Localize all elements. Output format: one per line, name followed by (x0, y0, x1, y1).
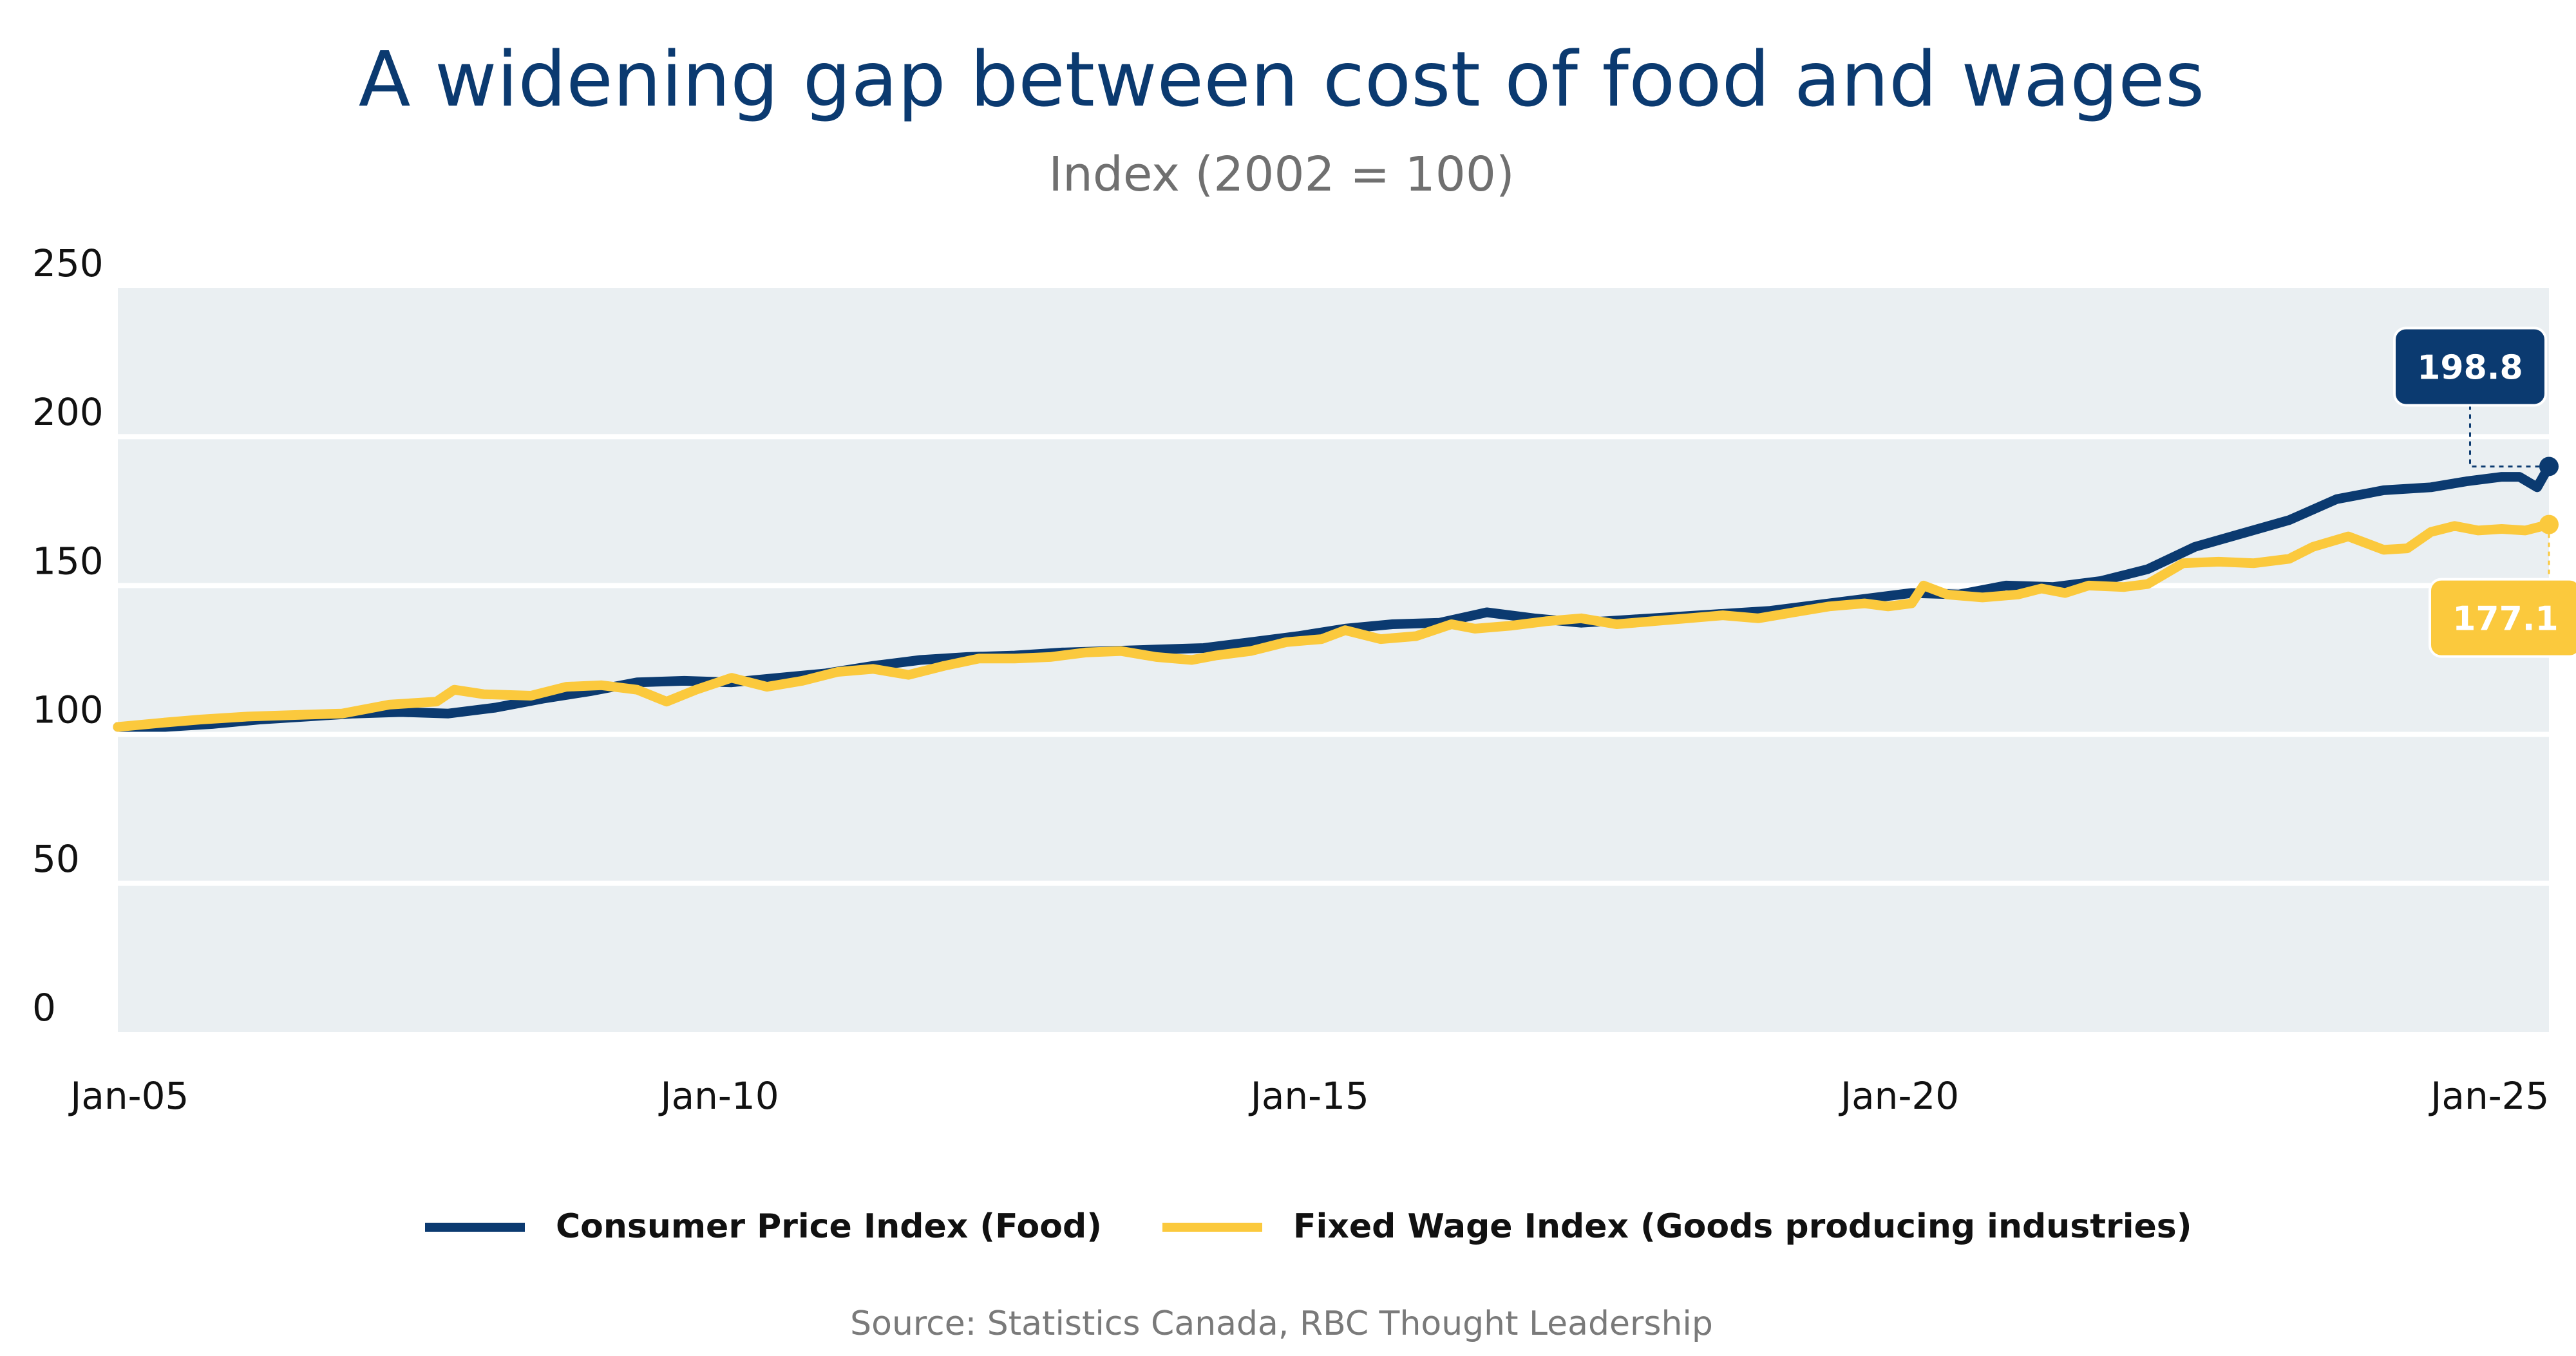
endpoint-dot-cpi-food (2539, 457, 2559, 476)
y-axis: 0 50 100 150 200 250 (32, 241, 104, 1030)
x-tick-label: Jan-20 (1839, 1074, 1959, 1118)
legend: Consumer Price Index (Food) Fixed Wage I… (425, 1207, 2192, 1246)
chart-subtitle: Index (2002 = 100) (1048, 147, 1515, 202)
x-tick-label: Jan-25 (2429, 1074, 2549, 1118)
x-tick-label: Jan-15 (1249, 1074, 1369, 1118)
series-lines (113, 461, 2554, 732)
legend-label-cpi-food: Consumer Price Index (Food) (556, 1207, 1102, 1246)
callout-value: 177.1 (2452, 600, 2558, 639)
y-tick-label: 200 (32, 390, 104, 434)
callout-value: 198.8 (2417, 348, 2523, 387)
y-tick-label: 100 (32, 688, 104, 732)
callout-box (2429, 578, 2576, 658)
y-tick-label: 50 (32, 837, 80, 881)
x-tick-label: Jan-10 (659, 1074, 779, 1118)
callout-cpi-food: 198.8 (2393, 326, 2549, 467)
grid-lines (118, 434, 2549, 886)
callout-leader (2469, 405, 2549, 467)
value-callouts: 198.8 177.1 (2393, 326, 2576, 658)
series-line-fixed-wage (113, 520, 2554, 732)
series-line-cpi-food (113, 461, 2554, 732)
x-axis: Jan-05 Jan-10 Jan-15 Jan-20 Jan-25 (68, 1074, 2549, 1118)
endpoint-dot-fixed-wage (2539, 514, 2559, 534)
callout-fixed-wage: 177.1 (2429, 524, 2576, 658)
chart-source: Source: Statistics Canada, RBC Thought L… (850, 1304, 1713, 1343)
y-tick-label: 0 (32, 986, 56, 1030)
x-tick-label: Jan-05 (68, 1074, 189, 1118)
y-tick-label: 250 (32, 241, 104, 285)
plot-area (118, 288, 2549, 1032)
callout-box (2393, 326, 2547, 407)
chart-title: A widening gap between cost of food and … (359, 35, 2204, 124)
legend-label-fixed-wage: Fixed Wage Index (Goods producing indust… (1293, 1207, 2192, 1246)
y-tick-label: 150 (32, 539, 104, 583)
